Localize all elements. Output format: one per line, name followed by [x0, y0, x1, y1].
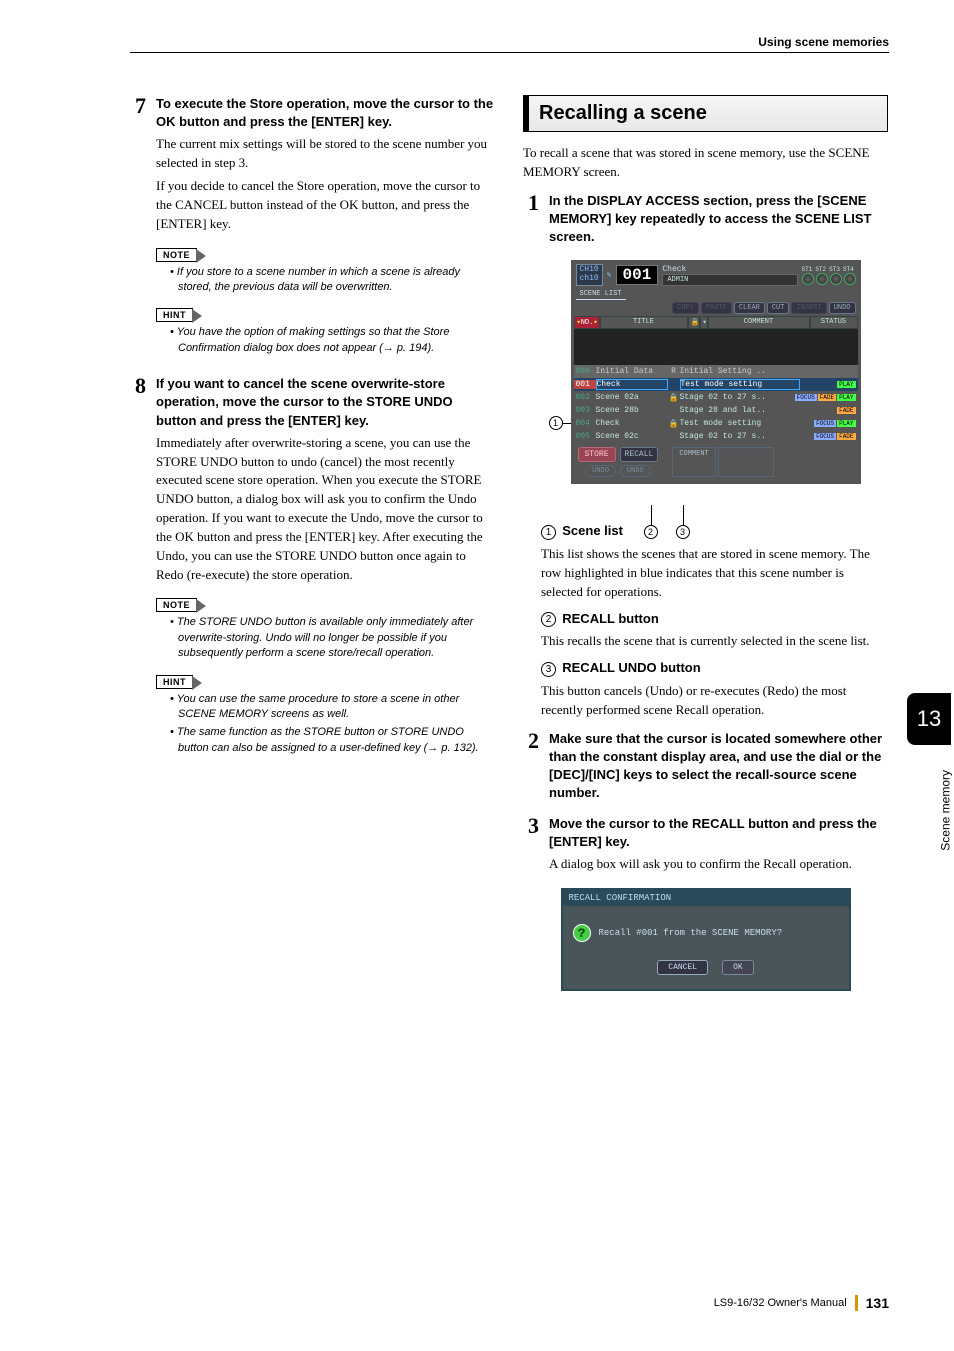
question-icon: ? [573, 924, 591, 942]
step8-note1: • The STORE UNDO button is available onl… [156, 615, 495, 661]
step7-hint1: • You have the option of making settings… [156, 325, 495, 356]
item-2-title: RECALL button [562, 611, 659, 626]
recall-dialog: RECALL CONFIRMATION ? Recall #001 from t… [561, 888, 851, 991]
note-tag-2: NOTE [156, 598, 197, 612]
dialog-message: Recall #001 from the SCENE MEMORY? [599, 928, 783, 938]
note-tag: NOTE [156, 248, 197, 262]
footer: LS9-16/32 Owner's Manual 131 [714, 1295, 889, 1311]
manual-name: LS9-16/32 Owner's Manual [714, 1297, 847, 1309]
hint-tag-2: HINT [156, 675, 193, 689]
item-2-body: This recalls the scene that is currently… [541, 632, 888, 651]
scene-list-screenshot: 1 CH10ch10 ✎ 001 Check ADMIN ST1ST2ST3ST… [551, 260, 861, 484]
step-7-title: To execute the Store operation, move the… [156, 95, 495, 131]
left-column: 7 To execute the Store operation, move t… [130, 95, 495, 991]
item-3-body: This button cancels (Undo) or re-execute… [541, 682, 888, 720]
page-number: 131 [866, 1295, 889, 1311]
step8-hint1: • You can use the same procedure to stor… [156, 692, 495, 723]
ok-button[interactable]: OK [722, 960, 754, 975]
step-8-num: 8 [130, 375, 146, 759]
step-1-num: 1 [523, 192, 539, 251]
step-2-num: 2 [523, 730, 539, 807]
step-7-num: 7 [130, 95, 146, 359]
item-1-body: This list shows the scenes that are stor… [541, 545, 888, 602]
section-title: Recalling a scene [523, 95, 888, 132]
right-column: Recalling a scene To recall a scene that… [523, 95, 888, 991]
step-2-title: Make sure that the cursor is located som… [549, 730, 888, 803]
step-3-title: Move the cursor to the RECALL button and… [549, 815, 888, 851]
step-3-body: A dialog box will ask you to confirm the… [549, 855, 888, 874]
item-3-title: RECALL UNDO button [562, 660, 700, 675]
hint-tag: HINT [156, 308, 193, 322]
callout-2: 2 [644, 525, 658, 539]
step-8-p1: Immediately after overwrite-storing a sc… [156, 434, 495, 585]
section-intro: To recall a scene that was stored in sce… [523, 144, 888, 182]
step-1-title: In the DISPLAY ACCESS section, press the… [549, 192, 888, 247]
step-8-title: If you want to cancel the scene overwrit… [156, 375, 495, 430]
chapter-label: Scene memory [939, 770, 953, 851]
step-7-p1: The current mix settings will be stored … [156, 135, 495, 173]
step-7-p2: If you decide to cancel the Store operat… [156, 177, 495, 234]
header-rule [130, 52, 889, 53]
cancel-button[interactable]: CANCEL [657, 960, 708, 975]
chapter-tab: 13 [907, 693, 951, 745]
step7-note1: • If you store to a scene number in whic… [156, 265, 495, 296]
callout-3: 3 [676, 525, 690, 539]
callout-1: 1 [549, 416, 563, 430]
header-section: Using scene memories [758, 35, 889, 49]
step8-hint2: • The same function as the STORE button … [156, 725, 495, 756]
dialog-title: RECALL CONFIRMATION [563, 890, 849, 906]
step-3-num: 3 [523, 815, 539, 878]
item-1-title: Scene list [562, 523, 623, 538]
